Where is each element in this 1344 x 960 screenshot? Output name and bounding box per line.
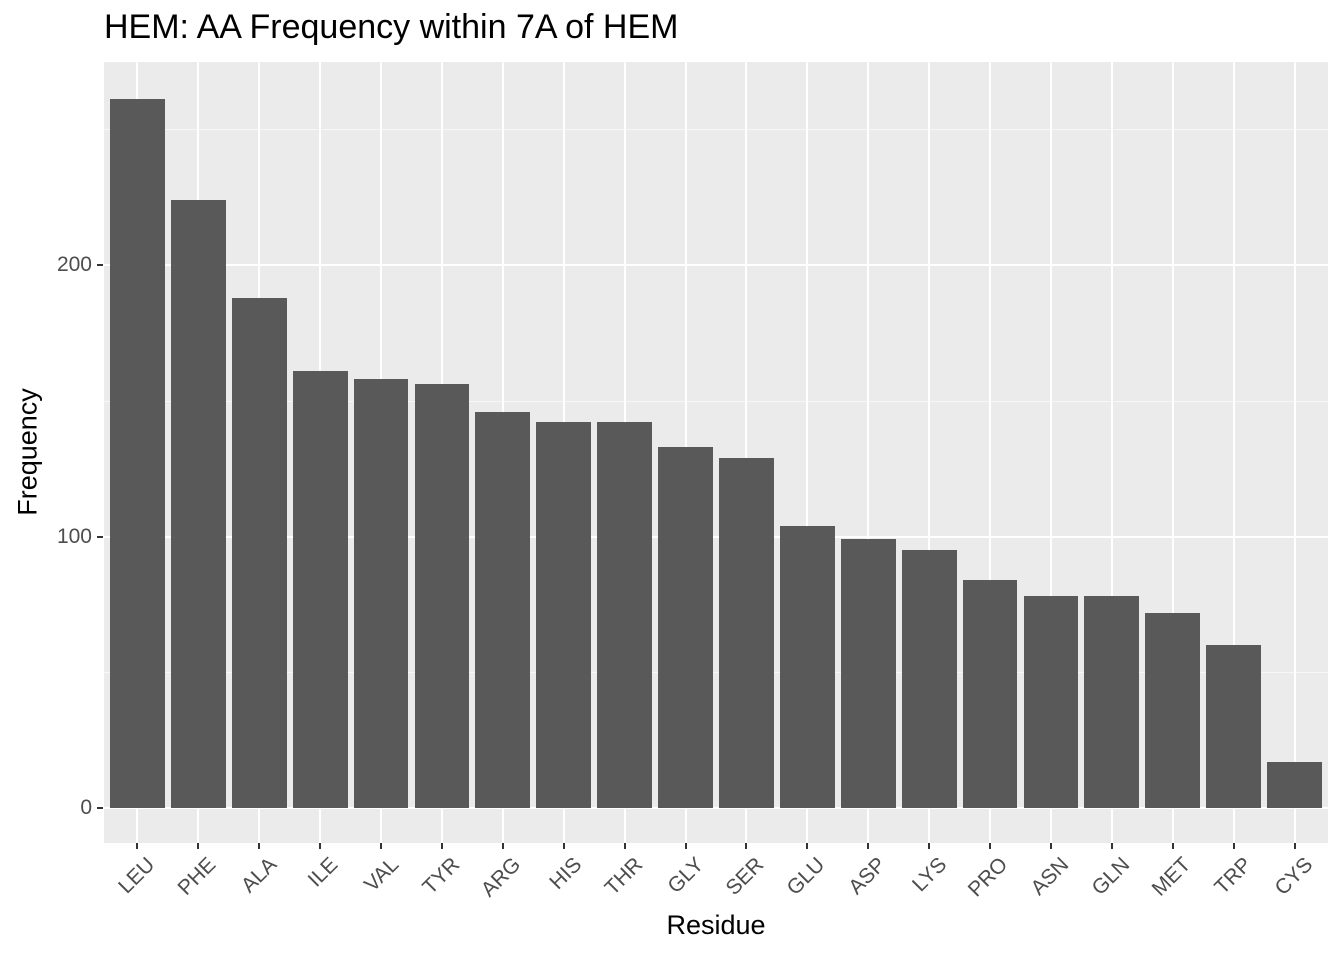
vertical-gridline xyxy=(806,62,809,843)
bar-his xyxy=(536,422,592,808)
y-tick-label: 100 xyxy=(56,524,92,548)
vertical-gridline xyxy=(1110,62,1113,843)
x-tick xyxy=(623,843,626,849)
x-tick-label-cys: CYS xyxy=(1269,853,1317,900)
x-tick-label-phe: PHE xyxy=(173,853,221,900)
vertical-gridline xyxy=(1293,62,1296,843)
x-tick-label-asp: ASP xyxy=(844,853,891,899)
y-tick-label: 0 xyxy=(80,796,92,819)
x-tick-label-pro: PRO xyxy=(963,853,1013,902)
plot-panel xyxy=(104,62,1328,843)
major-gridline xyxy=(104,264,1328,266)
x-tick xyxy=(258,843,261,849)
x-tick xyxy=(1171,843,1174,849)
x-tick xyxy=(928,843,931,849)
bar-ser xyxy=(719,457,774,808)
vertical-gridline xyxy=(867,62,870,843)
y-tick xyxy=(97,535,103,538)
x-tick xyxy=(1293,843,1296,849)
y-tick-label: 200 xyxy=(56,253,92,276)
x-tick xyxy=(136,843,139,849)
x-tick-label-val: VAL xyxy=(360,853,404,897)
x-tick xyxy=(319,843,322,849)
minor-gridline xyxy=(104,672,1328,674)
major-gridline xyxy=(104,807,1328,809)
bar-leu xyxy=(110,99,165,808)
x-tick-label-ala: ALA xyxy=(237,853,282,898)
bar-asp xyxy=(840,539,896,808)
bar-arg xyxy=(475,411,531,808)
x-tick-label-gln: GLN xyxy=(1087,853,1135,900)
y-tick xyxy=(97,807,103,809)
x-tick xyxy=(684,843,687,849)
x-tick-label-arg: ARG xyxy=(476,853,526,902)
bar-lys xyxy=(901,550,957,808)
x-tick-label-asn: ASN xyxy=(1026,853,1074,900)
bar-tyr xyxy=(414,384,470,808)
x-tick-label-his: HIS xyxy=(544,853,587,895)
bar-glu xyxy=(779,525,835,808)
x-tick-label-leu: LEU xyxy=(114,853,160,899)
x-tick xyxy=(745,843,748,849)
x-tick xyxy=(380,843,383,849)
vertical-gridline xyxy=(1049,62,1052,843)
vertical-gridline xyxy=(1232,62,1235,843)
bar-cys xyxy=(1267,761,1322,808)
bar-phe xyxy=(170,199,226,808)
x-tick-label-thr: THR xyxy=(600,853,647,900)
bar-met xyxy=(1145,612,1201,808)
x-tick-label-tyr: TYR xyxy=(418,853,465,899)
x-tick-label-gly: GLY xyxy=(662,853,708,898)
bar-trp xyxy=(1206,645,1261,808)
bar-thr xyxy=(597,422,653,808)
vertical-gridline xyxy=(1171,62,1174,843)
x-tick-label-lys: LYS xyxy=(908,853,952,897)
chart-title: HEM: AA Frequency within 7A of HEM xyxy=(104,8,679,46)
x-tick xyxy=(501,843,504,849)
x-tick xyxy=(806,843,809,849)
vertical-gridline xyxy=(989,62,992,843)
major-gridline xyxy=(104,535,1328,538)
bar-gly xyxy=(658,446,713,808)
vertical-gridline xyxy=(745,62,748,843)
x-tick xyxy=(440,843,443,849)
x-tick-label-glu: GLU xyxy=(782,853,830,900)
x-tick-label-trp: TRP xyxy=(1209,853,1256,899)
x-tick-label-met: MET xyxy=(1147,853,1195,901)
vertical-gridline xyxy=(928,62,931,843)
minor-gridline xyxy=(104,400,1328,402)
x-tick xyxy=(1232,843,1235,849)
y-tick xyxy=(97,264,103,266)
x-tick xyxy=(197,843,200,849)
x-axis-title: Residue xyxy=(666,910,766,940)
x-tick xyxy=(1110,843,1113,849)
bar-ile xyxy=(292,370,348,808)
bar-gln xyxy=(1084,596,1140,808)
x-tick-label-ser: SER xyxy=(721,853,769,900)
bar-ala xyxy=(231,297,287,808)
bar-val xyxy=(353,379,409,808)
minor-gridline xyxy=(104,129,1328,131)
x-tick-label-ile: ILE xyxy=(303,853,343,892)
bar-pro xyxy=(962,579,1018,808)
y-axis-title: Frequency xyxy=(12,388,43,516)
bar-asn xyxy=(1023,596,1079,808)
x-tick xyxy=(562,843,565,849)
x-tick xyxy=(867,843,870,849)
x-tick xyxy=(1049,843,1052,849)
x-tick xyxy=(989,843,992,849)
